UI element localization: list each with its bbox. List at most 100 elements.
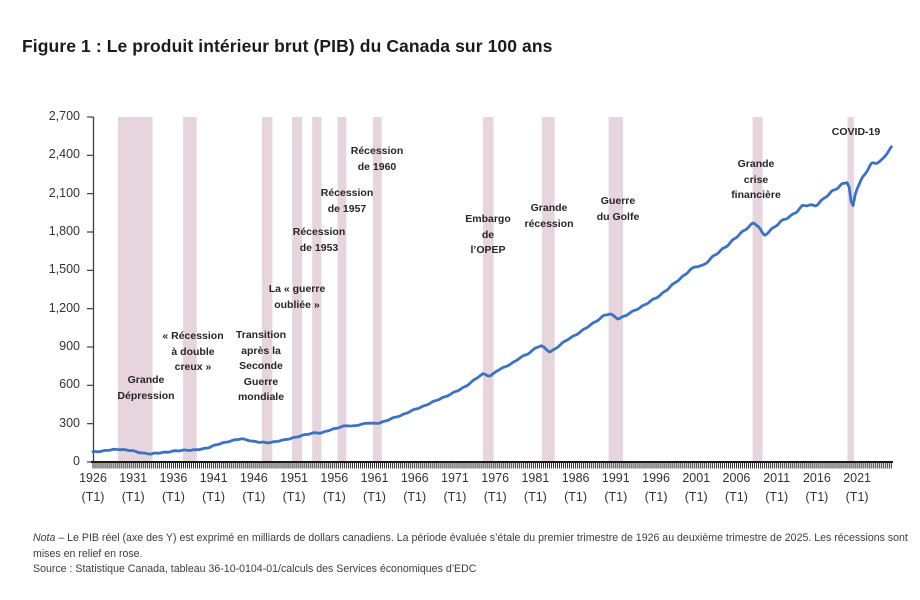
x-axis-label: 1956 (T1) [310, 469, 358, 506]
x-axis-label-year: 1981 [521, 471, 550, 485]
footnote-source: Source : Statistique Canada, tableau 36-… [33, 563, 477, 575]
recession-band [541, 117, 555, 462]
recession-band [847, 117, 854, 462]
recession-band [483, 117, 494, 462]
annotation-line: crise [743, 173, 769, 186]
annotation-r-cession-de-1953: Récession de 1953 [259, 225, 379, 256]
x-axis-label: 1996 (T1) [632, 469, 680, 506]
x-axis-label-quarter: (T1) [604, 489, 628, 504]
annotation-line: à double [171, 345, 215, 358]
x-axis-label-year: 1971 [441, 471, 469, 485]
x-axis-label-quarter: (T1) [644, 489, 668, 504]
y-axis-label: 1,200 [48, 300, 80, 315]
annotation-line: Guerre [243, 375, 279, 388]
y-axis-label: 2,400 [48, 147, 80, 162]
annotation-line: Guerre [600, 195, 636, 207]
x-axis-label-year: 1956 [320, 471, 349, 485]
x-axis-label: 1991 (T1) [592, 469, 640, 506]
x-axis-label-year: 1991 [601, 471, 630, 485]
x-axis-label-year: 1976 [481, 471, 510, 485]
annotation-line: oubliée » [274, 298, 320, 311]
chart-footnote: Nota – Le PIB réel (axe des Y) est expri… [33, 531, 910, 578]
x-axis-label-quarter: (T1) [523, 489, 547, 504]
x-axis-label-quarter: (T1) [81, 489, 105, 504]
annotation-line: de 1957 [327, 202, 367, 215]
x-axis-label-year: 2016 [802, 471, 831, 485]
x-axis-label: 1931 (T1) [109, 469, 157, 506]
annotation-r-cession-de-1957: Récession de 1957 [287, 186, 407, 217]
annotation-line: Grande [127, 374, 165, 386]
x-axis-label-year: 1986 [561, 471, 590, 485]
x-axis-label-quarter: (T1) [121, 489, 145, 504]
x-axis-label-year: 2011 [763, 471, 791, 485]
x-axis-label: 2001 (T1) [672, 469, 720, 506]
y-axis-label: 300 [59, 415, 80, 430]
annotation-line: de 1960 [357, 160, 397, 173]
x-axis-label-year: 1961 [360, 471, 389, 485]
y-axis-label: 1,500 [48, 262, 80, 277]
annotation-grande-d-pression: Grande Dépression [86, 373, 206, 404]
x-axis-label-year: 1936 [159, 471, 188, 485]
annotation-line: Grande [530, 202, 568, 214]
recession-band [117, 117, 153, 462]
x-axis-label: 1946 (T1) [230, 469, 278, 506]
recession-band [261, 117, 273, 462]
x-axis-label: 1976 (T1) [471, 469, 519, 506]
x-axis-label-year: 2001 [682, 471, 711, 485]
footnote-nota: Nota – Le PIB réel (axe des Y) est expri… [33, 531, 910, 562]
x-axis-label-year: 1996 [642, 471, 670, 485]
x-axis-label-year: 1946 [239, 471, 268, 485]
x-axis-label: 1986 (T1) [552, 469, 600, 506]
annotation-guerre-du-golfe: Guerre du Golfe [558, 194, 678, 225]
recession-band [372, 117, 382, 462]
x-axis-label-quarter: (T1) [684, 489, 708, 504]
annotation-line: Récession [292, 226, 346, 238]
recession-band [312, 117, 322, 462]
x-axis-label: 2006 (T1) [712, 469, 760, 506]
figure-title: Figure 1 : Le produit intérieur brut (PI… [22, 36, 553, 56]
x-axis-label-year: 1941 [199, 471, 228, 485]
gdp-chart-canvas [87, 116, 893, 469]
x-axis-label-year: 2021 [843, 471, 872, 485]
recession-band [337, 117, 347, 462]
x-axis-label-year: 1966 [400, 471, 429, 485]
y-axis-label: 1,800 [48, 224, 80, 238]
x-axis-label-quarter: (T1) [161, 489, 185, 504]
annotation-grande-crise-financi-re: Grande crise financière [696, 157, 816, 204]
x-axis-label-quarter: (T1) [282, 489, 306, 504]
x-axis-label-year: 1926 [79, 471, 107, 485]
annotation-line: Récession [320, 187, 374, 199]
x-axis-label: 1961 (T1) [351, 469, 399, 506]
x-axis-label-quarter: (T1) [443, 489, 467, 504]
recession-band [292, 117, 303, 462]
x-axis-label: 1951 (T1) [270, 469, 318, 506]
x-axis-label-year: 2006 [722, 471, 751, 485]
annotation-line: du Golfe [596, 210, 640, 223]
x-axis-label: 2016 (T1) [793, 469, 841, 506]
x-axis-label: 2021 (T1) [833, 469, 881, 506]
footnote-nota-text: – Le PIB réel (axe des Y) est exprimé en… [33, 532, 908, 560]
x-axis-label-quarter: (T1) [483, 489, 507, 504]
x-axis-label-quarter: (T1) [845, 489, 869, 504]
y-axis-label: 2,700 [48, 109, 80, 123]
x-axis-label: 1941 (T1) [190, 469, 238, 506]
x-axis-label: 1936 (T1) [149, 469, 197, 506]
recession-band [752, 117, 763, 462]
x-axis-label-quarter: (T1) [242, 489, 266, 504]
gdp-line [91, 145, 893, 456]
x-axis-label: 1981 (T1) [511, 469, 559, 506]
y-axis-label: 2,100 [48, 185, 80, 200]
annotation-line: après la [241, 344, 281, 357]
annotation-line: financière [731, 189, 781, 201]
x-axis-label-quarter: (T1) [202, 489, 226, 504]
annotation-embargo-de-l-opep: Embargo de l’OPEP [428, 212, 548, 259]
annotation-line: récession [524, 217, 574, 230]
x-axis-label: 1926 (T1) [69, 469, 117, 506]
y-axis-label: 600 [59, 377, 80, 392]
chart-area: 0 300 600 900 1,200 1,500 1,800 2,100 2,400 2,700… [48, 109, 893, 506]
x-axis-label: 2011 (T1) [753, 469, 801, 506]
annotation-grande-r-cession: Grande récession [489, 201, 609, 232]
annotation-line: l’OPEP [470, 244, 506, 256]
x-axis-label: 1966 (T1) [391, 469, 439, 506]
